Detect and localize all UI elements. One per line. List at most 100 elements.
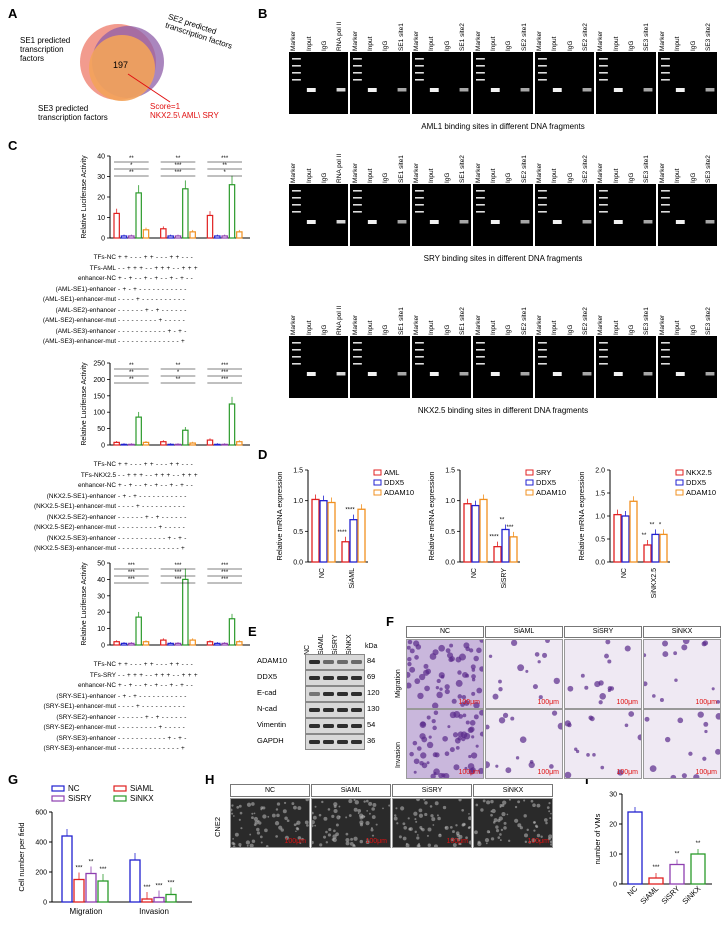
vm-speckle: [517, 800, 521, 804]
design-row-symbols: - - + + + - - + + + - - + + +: [118, 471, 198, 479]
vm-speckle: [276, 813, 280, 818]
marker-band: [537, 79, 547, 81]
gel-lane-label: Input: [612, 36, 620, 51]
marker-band: [660, 356, 670, 358]
vm-speckle: [365, 821, 370, 826]
vm-speckle: [291, 802, 295, 806]
legend-swatch: [525, 489, 534, 496]
stained-cell: [488, 654, 493, 658]
significance-mark: ***: [174, 577, 182, 583]
input-band: [491, 220, 500, 224]
wb-blot-strip: [305, 654, 365, 670]
stained-cell: [475, 744, 479, 748]
cellcount-bar: [129, 859, 141, 903]
sample-band: [459, 372, 469, 376]
y-tick-label: 0.5: [595, 537, 605, 544]
marker-band: [292, 197, 301, 199]
input-band: [552, 88, 562, 92]
stained-cell: [444, 684, 450, 690]
transwell-scale: 100μm: [616, 699, 638, 706]
vm-speckle: [328, 827, 332, 832]
panel-label-c: C: [8, 138, 18, 153]
vm-speckle: [251, 839, 256, 843]
vm-speckle: [368, 812, 371, 815]
stained-cell: [442, 735, 448, 742]
vm-speckle: [508, 839, 511, 842]
gel-lane-label: IgG: [566, 172, 574, 183]
gel-lane-label: IgG: [689, 40, 697, 51]
significance-mark: **: [129, 363, 134, 369]
vm-speckle: [283, 801, 287, 805]
design-row-label: (NKX2.5-SE3)-enhancer-mut: [33, 545, 116, 552]
vm-speckle: [431, 817, 436, 822]
vm-speckle: [231, 841, 235, 845]
vm-texture: [231, 799, 309, 847]
sample-band: [520, 220, 530, 224]
cellcount-bar: [73, 878, 85, 903]
stained-cell: [711, 687, 715, 691]
stained-cell: [419, 760, 424, 766]
stained-cell: [644, 681, 648, 687]
vm-speckle: [426, 834, 429, 837]
wb-band: [309, 676, 320, 680]
design-row-label: TFs-NC: [93, 254, 116, 261]
stained-cell: [693, 774, 700, 778]
stained-cell: [471, 674, 476, 679]
marker-band: [292, 79, 301, 81]
stained-cell: [470, 752, 478, 759]
input-band: [491, 88, 500, 92]
marker-band: [414, 79, 424, 81]
vm-texture: [393, 799, 471, 847]
vm-speckle: [452, 830, 455, 834]
vm-speckle: [231, 812, 234, 815]
vm-scale: 100μm: [284, 838, 306, 845]
legend-label: SiSRY: [68, 794, 92, 803]
transwell-cells: [644, 711, 720, 778]
vm-speckle: [365, 799, 369, 803]
luciferase-bar: [174, 642, 182, 646]
vm-speckle: [502, 800, 507, 805]
transwell-image: 100μm: [564, 709, 642, 779]
gel-lane-label: SE1 site2: [459, 155, 467, 183]
sample-band: [643, 88, 653, 92]
vm-speckle: [246, 802, 252, 807]
vm-speckle: [345, 832, 349, 836]
gel-lane-label: Marker: [351, 162, 359, 183]
marker-band: [476, 342, 486, 344]
stained-cell: [458, 653, 466, 661]
legend-label: NKX2.5: [686, 468, 712, 477]
gel-block: [596, 52, 656, 114]
significance-mark: ***: [506, 525, 514, 531]
design-row-label: TFs-NKX2.5: [80, 471, 116, 479]
gel-block: [350, 336, 410, 398]
vm-speckle: [232, 845, 236, 847]
wb-blot-strip: [305, 734, 365, 750]
gel-block: [534, 336, 595, 398]
marker-band: [292, 204, 301, 206]
panel-label-e: E: [248, 624, 257, 639]
gel-lane-label: Marker: [290, 30, 298, 51]
gel-bands: [476, 190, 530, 224]
marker-band: [292, 58, 301, 60]
stained-cell: [430, 773, 436, 778]
x-category-label: SiSRY: [501, 568, 508, 589]
luciferase-bar: [206, 641, 214, 646]
transwell-col-label: NC: [406, 626, 484, 638]
gel-lane-label: Input: [674, 36, 682, 51]
vm-speckle: [508, 799, 511, 801]
vm-speckle: [474, 830, 478, 835]
vm-image: 100μm: [230, 798, 310, 848]
gel-lane-label: Marker: [413, 162, 421, 183]
vm-speckle: [370, 827, 373, 830]
design-row-symbols: + - + - - + - + - - + - + - -: [118, 682, 194, 689]
vm-speckle: [419, 825, 423, 830]
transwell-scale: 100μm: [458, 699, 480, 706]
vm-speckle: [540, 835, 543, 838]
wb-band: [337, 676, 348, 680]
gel-bands: [660, 342, 714, 376]
stained-cell: [479, 731, 483, 737]
luciferase-bar: [214, 235, 221, 239]
marker-band: [292, 342, 301, 344]
gel-lane-label: Marker: [535, 162, 543, 183]
marker-band: [599, 204, 608, 206]
